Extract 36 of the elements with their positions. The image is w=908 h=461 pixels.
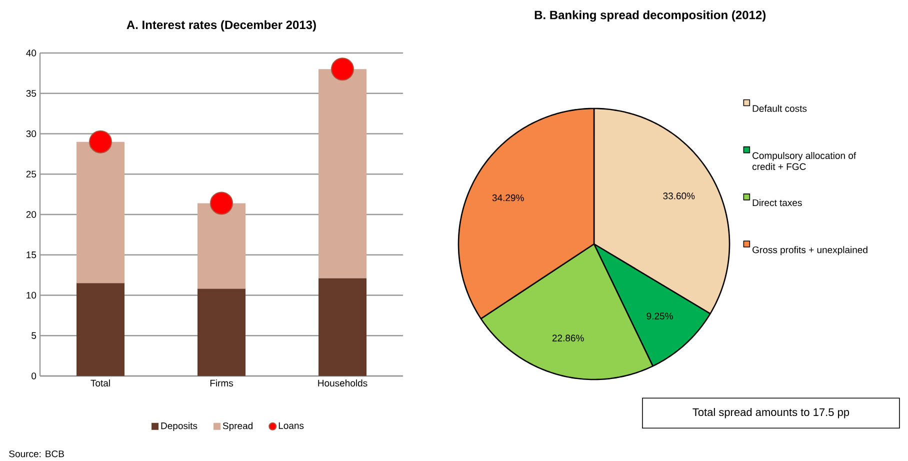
x-tick-label: Total: [90, 380, 110, 387]
y-tick-label: 25: [26, 170, 36, 178]
point: [89, 130, 112, 154]
source-note: Source: BCB: [9, 450, 64, 458]
data-label: 34.29%: [492, 194, 524, 202]
y-tick-label: 10: [26, 292, 36, 299]
bar: [198, 203, 246, 289]
bar: [198, 288, 246, 376]
legend-label: Direct taxes: [752, 199, 802, 206]
legend-label: Spread: [222, 422, 253, 432]
y-tick-label: 40: [26, 50, 36, 56]
x-tick-label: Households: [318, 380, 368, 387]
point: [210, 192, 233, 215]
text: Total spread amounts to 17.5 pp: [692, 408, 850, 418]
legend-label: Deposits: [161, 422, 198, 432]
data-label: 22.86%: [552, 334, 584, 342]
x-tick-label: Firms: [210, 380, 234, 387]
bar: [76, 283, 124, 376]
legend-label: Loans: [278, 422, 304, 429]
bar: [318, 278, 366, 376]
legend-label: Compulsory allocation of credit + FGC: [752, 152, 856, 170]
y-tick-label: 0: [32, 372, 36, 380]
y-tick-label: 30: [26, 130, 36, 138]
data-label: 9.25%: [646, 312, 673, 320]
point: [331, 58, 354, 81]
y-tick-label: 5: [32, 332, 36, 339]
legend-label: Gross profits + unexplained: [752, 246, 868, 256]
bar: [318, 69, 366, 278]
y-tick-label: 20: [26, 211, 36, 218]
bar: [76, 142, 124, 284]
legend-label: Default costs: [752, 104, 807, 112]
y-tick-label: 35: [26, 90, 36, 97]
chart-title: B. Banking spread decomposition (2012): [534, 10, 766, 22]
chart-title: A. Interest rates (December 2013): [126, 20, 316, 32]
y-tick-label: 15: [26, 252, 36, 258]
data-label: 33.60%: [663, 192, 695, 200]
